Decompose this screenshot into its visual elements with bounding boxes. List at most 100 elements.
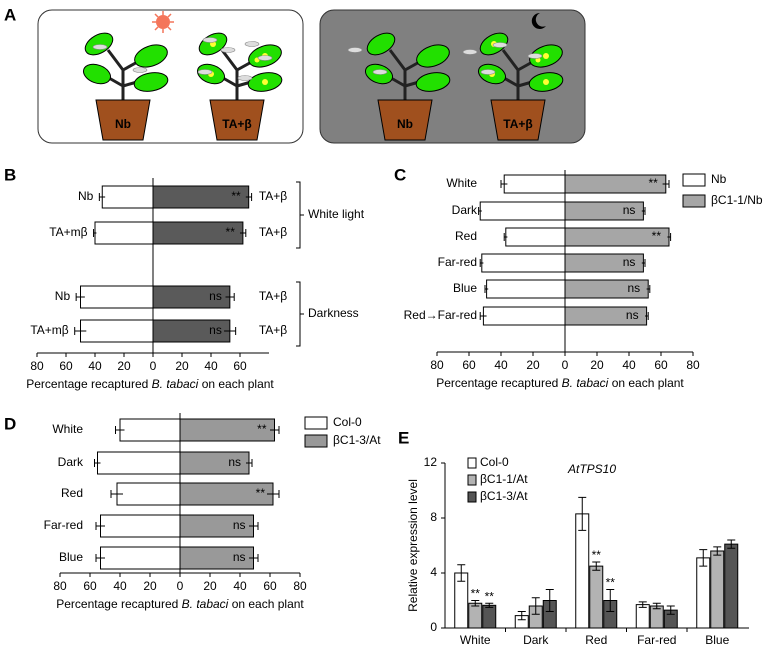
x-tick-label: 20 [175,359,189,373]
row-label-right: TA+β [259,189,287,203]
x-tick-label: 60 [263,579,277,593]
x-tick-label: 40 [622,358,636,372]
error-bar [115,426,125,434]
panel-label: D [4,414,16,433]
bar [724,543,739,629]
bar [505,227,566,247]
bar [100,546,181,570]
bar [94,221,154,245]
pot-label: TA+β [503,117,532,131]
error-bar [240,229,247,237]
row-label: TA+mβ [49,225,87,239]
error-bar [578,496,587,531]
error-bar [478,207,482,215]
chart-title: AtTPS10 [567,462,616,476]
error-bar [517,611,526,621]
row-label: Nb [55,289,71,303]
x-tick-label: 60 [59,359,73,373]
significance-label: ** [226,225,236,239]
x-tick-label: 40 [233,579,247,593]
pot-label: Nb [115,117,131,131]
row-label: Red [455,229,477,243]
x-tick-label: 80 [53,579,67,593]
error-bar [270,426,280,434]
error-bar [95,554,105,562]
pot-label: Nb [397,117,413,131]
x-tick-label: 40 [494,358,508,372]
bar [575,513,590,629]
significance-label: ** [648,176,658,190]
error-bar [641,259,646,267]
x-tick-label: 20 [526,358,540,372]
x-tick-label: 40 [204,359,218,373]
sun [152,11,174,33]
x-tick-label: 80 [430,358,444,372]
significance-label: ** [471,587,481,601]
x-tick-label: 60 [233,359,247,373]
row-label-right: TA+β [259,225,287,239]
error-bar [485,602,494,608]
error-bar [224,327,237,335]
error-bar [484,285,489,293]
x-tick-label: 20 [143,579,157,593]
x-tick-label: 0 [177,579,184,593]
error-bar [471,600,480,607]
panel-label: E [398,428,409,447]
row-label: TA+mβ [30,323,68,337]
legend-swatch [304,434,328,448]
error-bar [699,549,708,567]
y-tick-label: 8 [430,510,437,524]
row-label: Nb [78,189,94,203]
panel-label: B [4,165,16,184]
significance-label: ns [209,323,222,337]
legend-swatch [682,173,706,187]
row-label-right: TA+β [259,289,287,303]
error-bar [457,564,466,582]
x-tick-label: 0 [562,358,569,372]
x-tick-label: 80 [30,359,44,373]
x-tick-label: 20 [590,358,604,372]
bar [97,451,181,475]
legend-swatch [682,194,706,208]
y-axis-label: Relative expression level [406,479,420,612]
error-bar [727,539,736,549]
row-label: Blue [453,281,477,295]
error-bar [110,490,123,498]
bar [503,174,566,194]
error-bar [74,327,87,335]
row-label: Far-red [438,255,477,269]
x-axis-label: Percentage recaptured B. tabaci on each … [436,376,684,390]
legend-label: Col-0 [333,415,362,429]
x-axis-label-part: B. tabaci [182,597,229,611]
error-bar [666,605,675,615]
bar [635,604,650,629]
x-tick-label: 60 [83,579,97,593]
row-label-right: TA+β [259,323,287,337]
bar [696,557,711,629]
significance-label: ns [626,308,639,322]
legend-label: βC1-3/At [480,489,528,503]
legend-swatch [304,416,328,430]
row-label: White [446,176,477,190]
error-bar [531,597,540,615]
significance-label: ** [485,589,495,603]
significance-label: ** [652,229,662,243]
significance-label: ** [606,576,616,590]
error-bar [479,259,484,267]
bar [116,482,181,506]
moon [531,12,546,29]
pot-label: TA+β [222,117,251,131]
bar [80,285,154,309]
x-tick-label: Far-red [637,633,676,647]
panel-label: C [394,165,406,184]
x-axis-label: Percentage recaptured B. tabaci on each … [56,597,304,611]
row-label: Far-red [44,518,83,532]
x-axis-label: Percentage recaptured B. tabaci on each … [26,377,274,391]
x-tick-label: 60 [654,358,668,372]
x-tick-label: 40 [88,359,102,373]
significance-label: ** [592,548,602,562]
x-axis-label-part: Percentage recaptured [436,376,561,390]
x-tick-label: 40 [113,579,127,593]
group-label: Darkness [308,306,359,320]
significance-label: ns [228,455,241,469]
